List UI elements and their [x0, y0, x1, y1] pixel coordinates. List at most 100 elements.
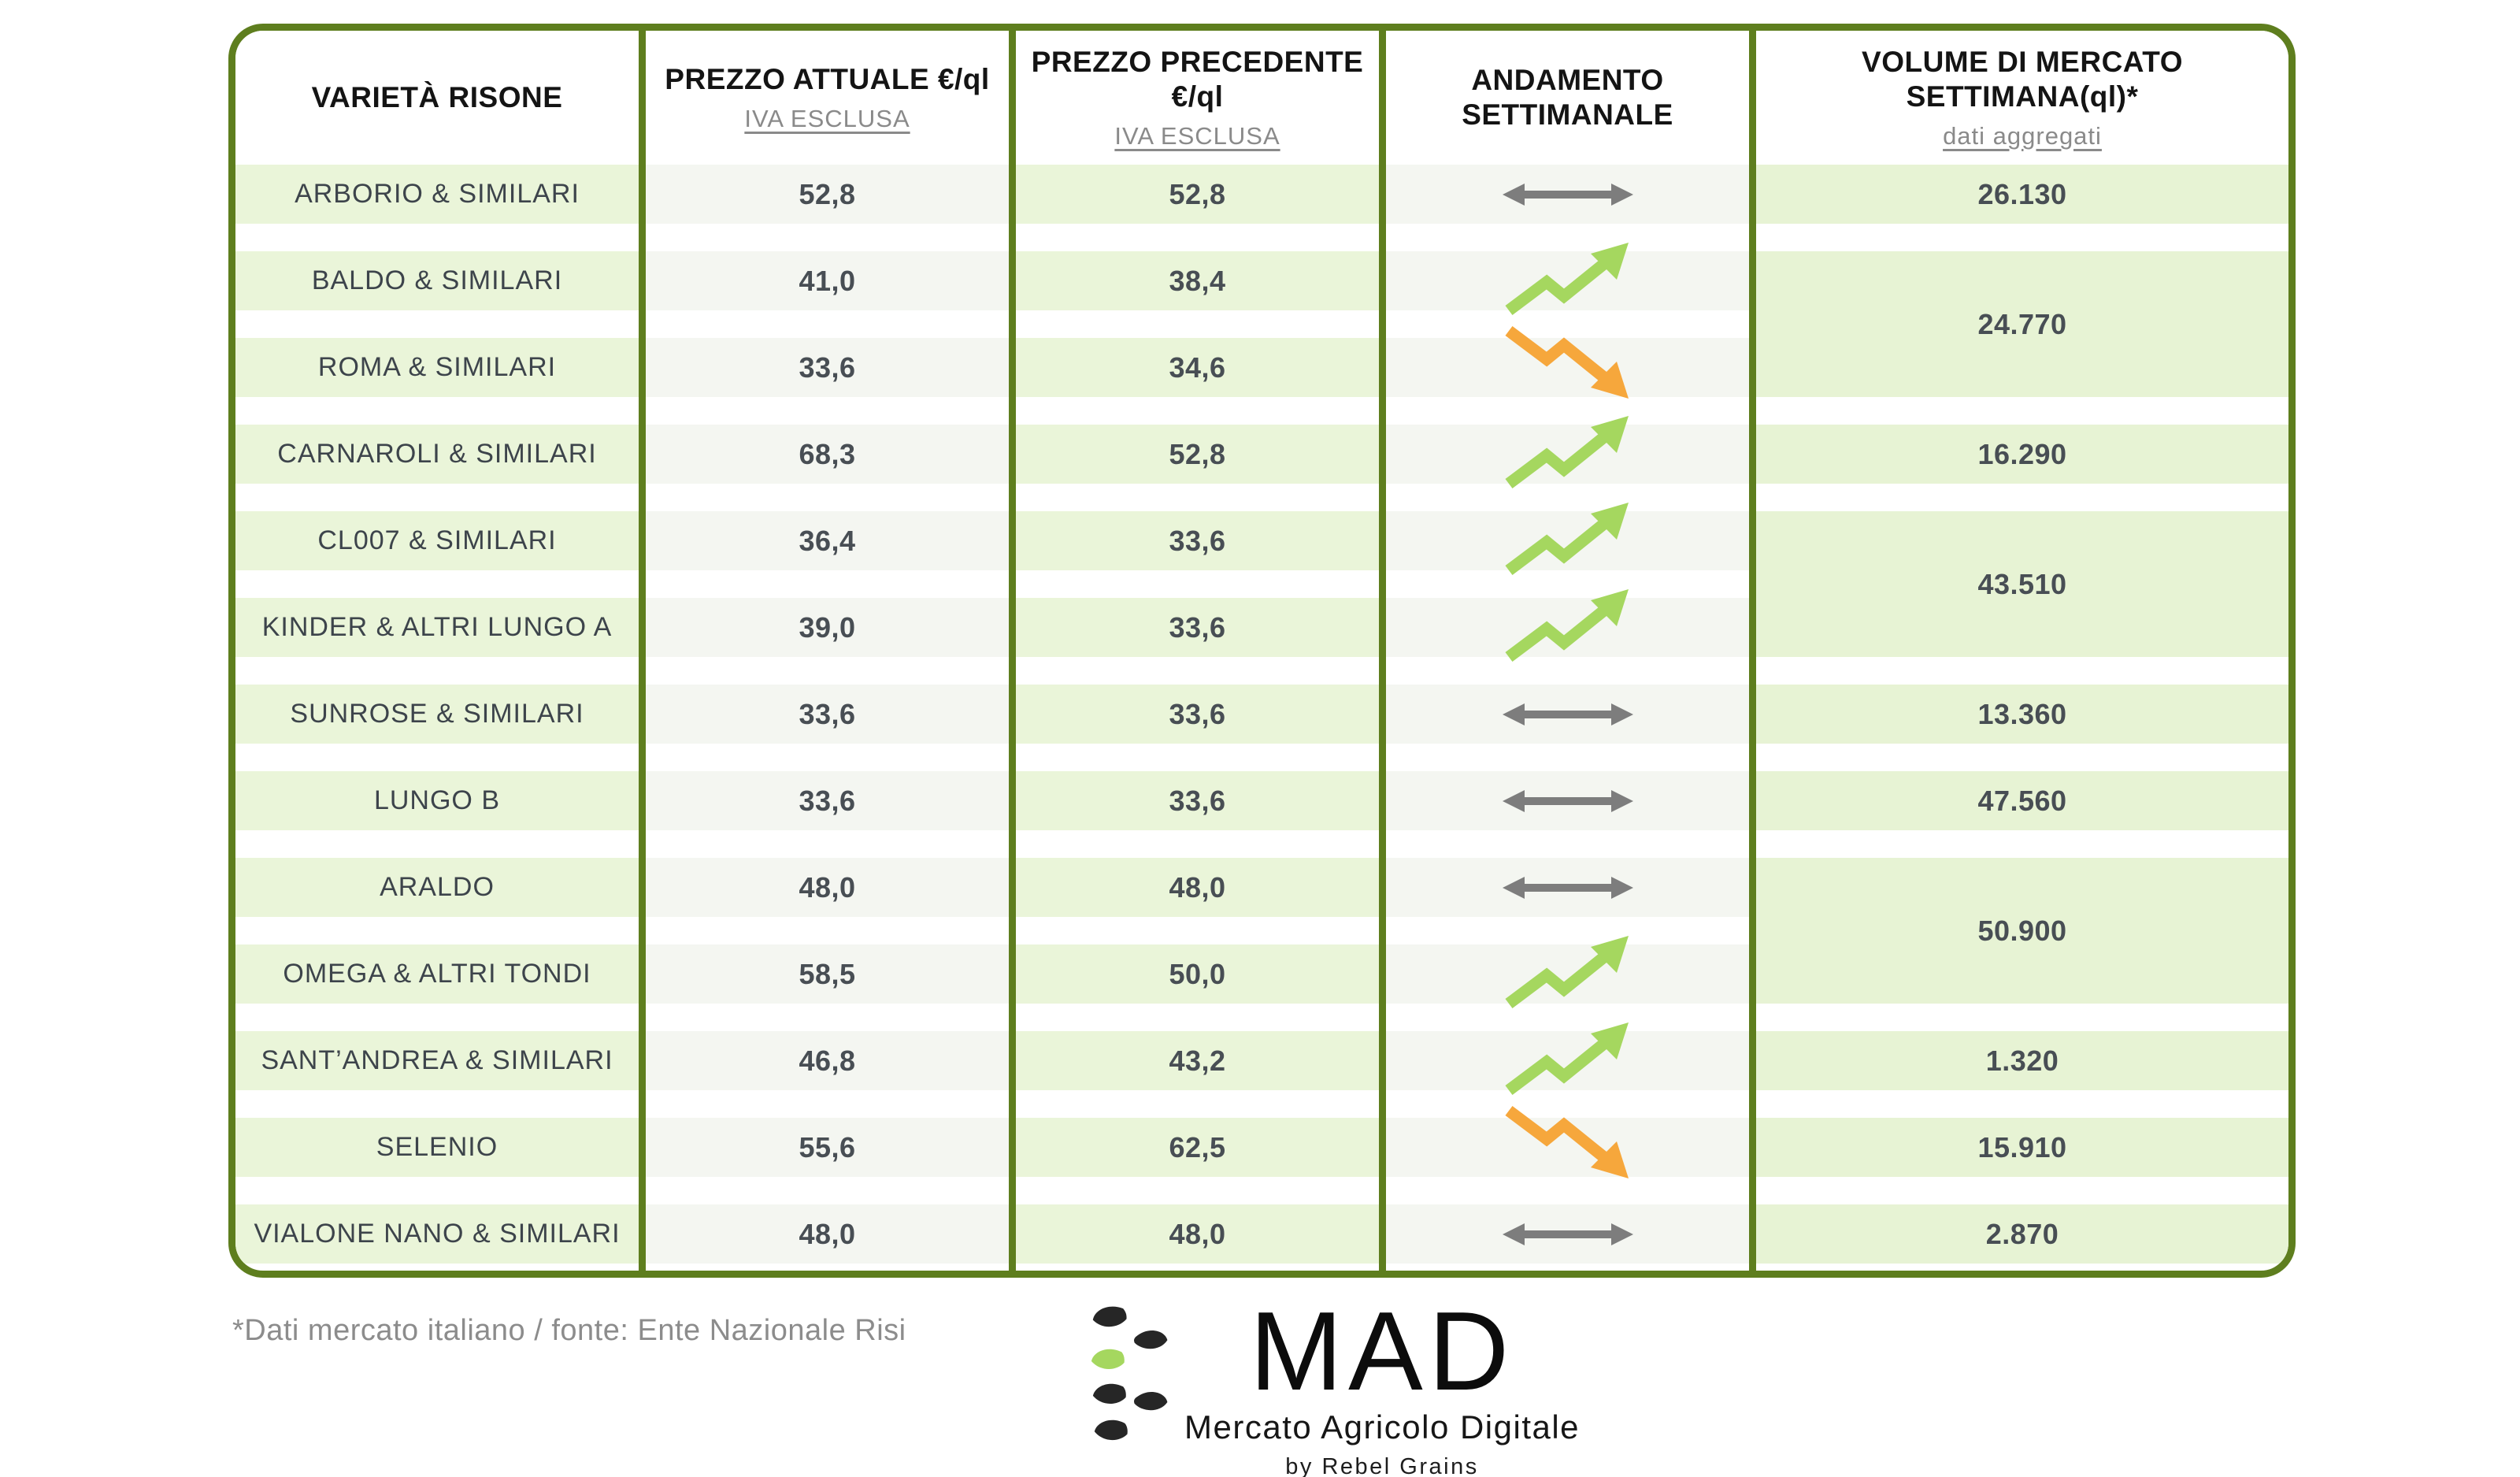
price-current-cell-value: 33,6 [799, 351, 856, 384]
trend-up-icon [1505, 935, 1629, 1008]
variety-cell-value: SUNROSE & SIMILARI [290, 699, 584, 729]
variety-cell-value: SANT’ANDREA & SIMILARI [261, 1045, 613, 1075]
variety-cell-value: SELENIO [376, 1132, 498, 1162]
trend-cell [1386, 1204, 1749, 1264]
header-volume-subtitle: dati aggregati [1943, 121, 2102, 150]
price-previous-cell-value: 43,2 [1169, 1044, 1226, 1077]
price-previous-cell-value: 33,6 [1169, 697, 1226, 730]
volume-cell: 24.770 [1756, 251, 2288, 397]
header-variety-title: VARIETÀ RISONE [311, 81, 563, 114]
price-previous-cell: 48,0 [1016, 1204, 1379, 1264]
header-volume: VOLUME DI MERCATO SETTIMANA(ql)* dati ag… [1756, 31, 2288, 165]
trend-cell [1386, 502, 1749, 575]
trend-cell [1386, 588, 1749, 662]
trend-up-icon [1505, 1022, 1629, 1095]
header-price-previous: PREZZO PRECEDENTE €/ql IVA ESCLUSA [1016, 31, 1379, 165]
trend-up-icon [1505, 242, 1629, 315]
header-variety: VARIETÀ RISONE [235, 31, 639, 165]
header-price-current-subtitle: IVA ESCLUSA [744, 104, 910, 132]
price-previous-cell: 33,6 [1016, 685, 1379, 744]
price-current-cell: 48,0 [646, 858, 1009, 917]
price-current-cell: 41,0 [646, 251, 1009, 310]
price-current-cell-value: 39,0 [799, 610, 856, 644]
variety-cell: SANT’ANDREA & SIMILARI [235, 1031, 639, 1090]
variety-cell-value: VIALONE NANO & SIMILARI [254, 1219, 621, 1249]
trend-up-icon [1505, 415, 1629, 488]
price-current-cell-value: 33,6 [799, 697, 856, 730]
volume-cell-value: 1.320 [1985, 1044, 2059, 1077]
variety-cell: SUNROSE & SIMILARI [235, 685, 639, 744]
trend-down-icon [1505, 325, 1629, 399]
variety-cell: VIALONE NANO & SIMILARI [235, 1204, 639, 1264]
price-previous-cell-value: 48,0 [1169, 870, 1226, 904]
volume-cell-value: 47.560 [1977, 784, 2067, 817]
price-previous-cell: 48,0 [1016, 858, 1379, 917]
price-previous-cell-value: 33,6 [1169, 784, 1226, 817]
variety-cell: CARNAROLI & SIMILARI [235, 425, 639, 484]
price-previous-cell: 33,6 [1016, 598, 1379, 657]
trend-up-icon [1505, 588, 1629, 662]
mad-logo: MAD Mercato Agricolo Digitale by Rebel G… [1090, 1296, 1581, 1477]
price-previous-cell: 33,6 [1016, 511, 1379, 570]
variety-cell-value: CL007 & SIMILARI [317, 525, 557, 555]
price-previous-cell-value: 62,5 [1169, 1130, 1226, 1163]
price-current-cell-value: 52,8 [799, 177, 856, 210]
price-previous-cell: 62,5 [1016, 1118, 1379, 1177]
variety-cell-value: KINDER & ALTRI LUNGO A [261, 612, 613, 642]
volume-cell-value: 24.770 [1977, 307, 2067, 340]
volume-cell-value: 15.910 [1977, 1130, 2067, 1163]
price-current-cell: 68,3 [646, 425, 1009, 484]
column-volume: VOLUME DI MERCATO SETTIMANA(ql)* dati ag… [1749, 31, 2288, 1271]
price-current-cell-value: 33,6 [799, 784, 856, 817]
volume-cell: 47.560 [1756, 771, 2288, 830]
volume-cell: 43.510 [1756, 511, 2288, 657]
variety-cell: LUNGO B [235, 771, 639, 830]
price-current-rows: 52,8 41,0 33,6 68,3 36,4 39,0 33,6 33,6 48,0 58,5… [646, 165, 1009, 1271]
column-variety: VARIETÀ RISONE ARBORIO & SIMILARI BALDO &… [235, 31, 639, 1271]
trend-cell [1386, 1022, 1749, 1095]
volume-cell: 2.870 [1756, 1204, 2288, 1264]
trend-cell [1386, 415, 1749, 488]
trend-rows [1386, 165, 1749, 1271]
variety-cell: SELENIO [235, 1118, 639, 1177]
price-current-cell: 58,5 [646, 944, 1009, 1004]
header-price-previous-title: PREZZO PRECEDENTE €/ql [1031, 46, 1364, 113]
price-current-cell-value: 48,0 [799, 870, 856, 904]
column-trend: ANDAMENTO SETTIMANALE [1379, 31, 1749, 1271]
variety-cell-value: LUNGO B [373, 785, 501, 815]
variety-cell: OMEGA & ALTRI TONDI [235, 944, 639, 1004]
volume-cell-value: 26.130 [1977, 177, 2067, 210]
brand-byline: by Rebel Grains [1285, 1453, 1479, 1477]
price-previous-cell: 52,8 [1016, 165, 1379, 224]
trend-cell [1386, 685, 1749, 744]
trend-cell [1386, 325, 1749, 399]
price-previous-rows: 52,8 38,4 34,6 52,8 33,6 33,6 33,6 33,6 48,0 50,0… [1016, 165, 1379, 1271]
volume-cell: 16.290 [1756, 425, 2288, 484]
price-previous-cell-value: 38,4 [1169, 264, 1226, 297]
variety-cell: KINDER & ALTRI LUNGO A [235, 598, 639, 657]
trend-down-icon [1505, 1105, 1629, 1178]
price-current-cell: 52,8 [646, 165, 1009, 224]
variety-cell-value: ARBORIO & SIMILARI [295, 179, 580, 209]
grain-spike-leaves-icon [1091, 1306, 1168, 1441]
brand-tagline: Mercato Agricolo Digitale [1184, 1408, 1581, 1445]
header-price-current-title: PREZZO ATTUALE €/ql [665, 63, 990, 96]
volume-cell-value: 50.900 [1977, 914, 2067, 947]
logo-text: MAD Mercato Agricolo Digitale by Rebel G… [1184, 1296, 1581, 1477]
price-current-cell-value: 48,0 [799, 1217, 856, 1250]
price-current-cell: 33,6 [646, 685, 1009, 744]
price-previous-cell: 43,2 [1016, 1031, 1379, 1090]
volume-cell-value: 13.360 [1977, 697, 2067, 730]
price-previous-cell: 33,6 [1016, 771, 1379, 830]
variety-cell: BALDO & SIMILARI [235, 251, 639, 310]
volume-cell-value: 2.870 [1985, 1217, 2059, 1250]
trend-up-icon [1505, 502, 1629, 575]
column-price-current: PREZZO ATTUALE €/ql IVA ESCLUSA 52,8 41,0… [639, 31, 1009, 1271]
volume-cell: 26.130 [1756, 165, 2288, 224]
trend-cell [1386, 165, 1749, 224]
price-current-cell: 36,4 [646, 511, 1009, 570]
variety-cell-value: ROMA & SIMILARI [317, 352, 557, 382]
trend-steady-icon [1502, 876, 1633, 899]
column-price-previous: PREZZO PRECEDENTE €/ql IVA ESCLUSA 52,8 3… [1009, 31, 1379, 1271]
trend-steady-icon [1502, 183, 1633, 206]
